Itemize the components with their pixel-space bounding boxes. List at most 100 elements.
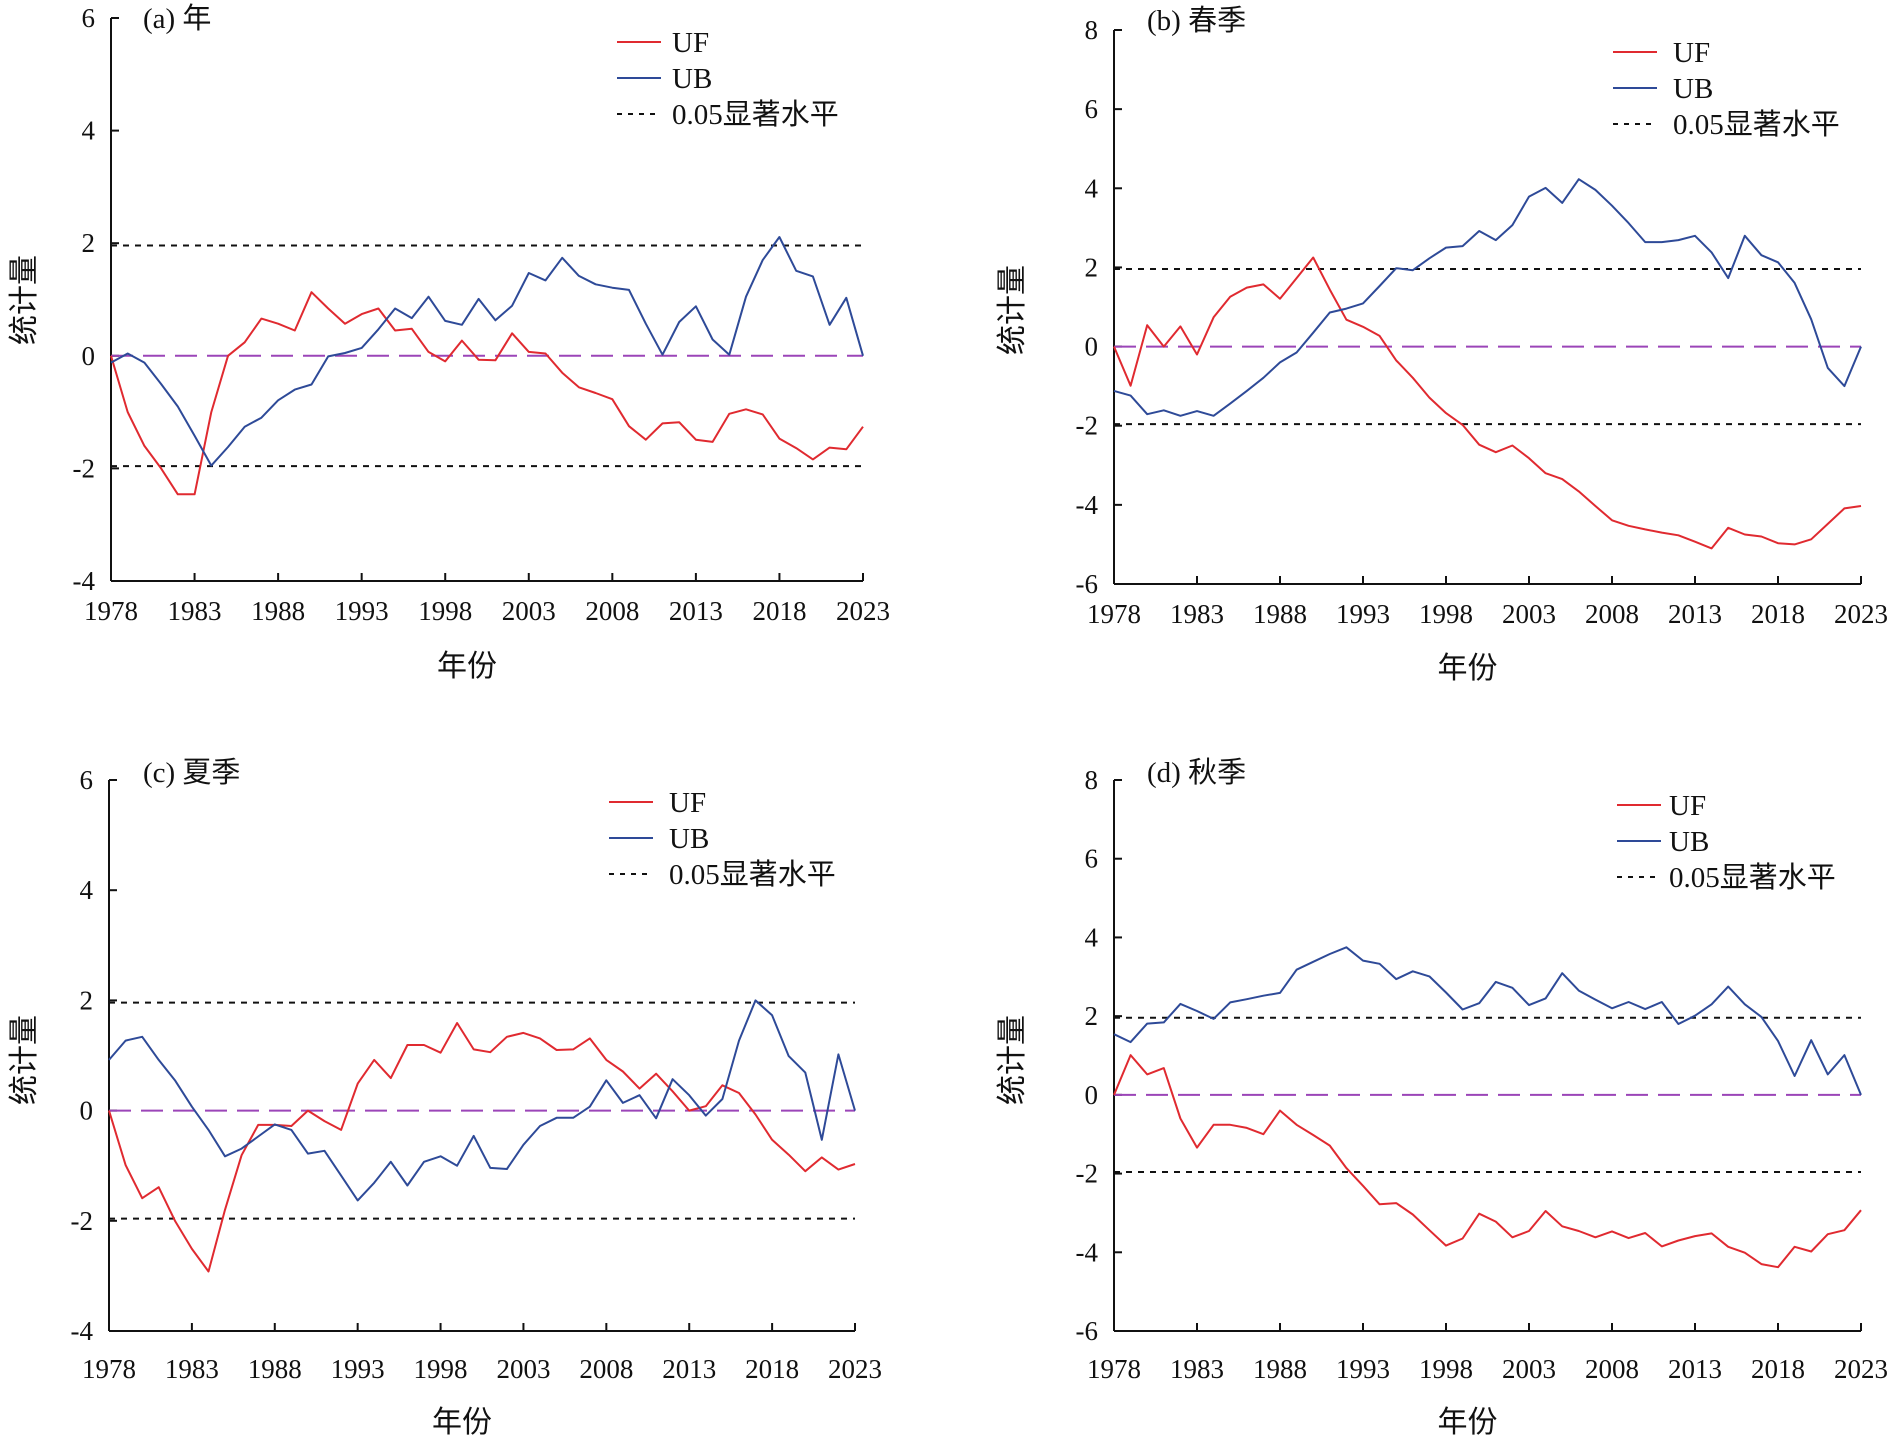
panel-title: (c) 夏季 [143,756,240,789]
y-tick-label: 2 [1085,252,1099,282]
y-tick-label: -4 [1076,490,1099,520]
y-tick-label: 0 [1085,1080,1099,1110]
series-line-uf [1113,256,1862,550]
y-tick-label: 8 [1085,765,1099,795]
y-tick-label: 4 [1085,922,1099,952]
x-tick-label: 1988 [1253,1354,1307,1384]
y-axis-label: 统计量 [8,255,41,345]
panel-title: (a) 年 [143,2,211,35]
x-axis-label: 年份 [1438,652,1498,685]
legend-label-ub: UB [669,823,709,855]
y-tick-label: -2 [71,1206,94,1236]
panel-title: (d) 秋季 [1147,756,1246,789]
y-tick-label: -4 [71,1316,94,1346]
x-tick-label: 1983 [168,596,222,626]
y-axis-label: 统计量 [996,1015,1029,1105]
y-tick-label: 6 [1085,94,1099,124]
x-tick-label: 2003 [496,1354,550,1384]
x-tick-label: 1998 [418,596,472,626]
y-tick-label: -6 [1076,569,1099,599]
y-tick-label: 0 [80,1096,94,1126]
chart-panel-c: -4 -2 0 2 4 6 1978 1983 1988 1993 1998 2003 2008 2013… [8,756,882,1439]
x-tick-label: 2023 [1834,599,1888,629]
x-tick-label: 2008 [1585,1354,1639,1384]
legend-label-sig: 0.05显著水平 [672,98,839,131]
x-tick-label: 2013 [1668,599,1722,629]
y-tick-label: -6 [1076,1316,1099,1346]
y-tick-label: 8 [1085,15,1099,45]
y-tick-label: 6 [80,765,94,795]
y-tick-label: -2 [1076,411,1099,441]
x-tick-label: 1993 [1336,1354,1390,1384]
legend-label-sig: 0.05显著水平 [1669,861,1836,894]
y-tick-label: -4 [1076,1237,1099,1267]
series-line-uf [1113,1054,1862,1269]
x-axis-label: 年份 [1438,1406,1498,1439]
x-tick-label: 1993 [335,596,389,626]
x-axis-label: 年份 [437,650,497,683]
x-tick-label: 2003 [1502,599,1556,629]
x-tick-label: 1983 [165,1354,219,1384]
chart-panel-a: -4 -2 0 2 4 6 1978 1983 1988 1993 1998 2003 2008 2013… [8,2,890,683]
y-tick-label: 0 [1085,332,1099,362]
x-axis-label: 年份 [432,1406,492,1439]
x-tick-label: 1978 [84,596,138,626]
x-tick-label: 1998 [414,1354,468,1384]
x-tick-label: 2013 [662,1354,716,1384]
legend-label-sig: 0.05显著水平 [1673,108,1840,141]
series-line-ub [1113,946,1862,1096]
series-line-ub [108,999,856,1202]
y-tick-label: 4 [80,875,94,905]
legend: UF UB0.05显著水平 [617,27,839,131]
x-tick-label: 2018 [752,596,806,626]
x-tick-label: 2023 [828,1354,882,1384]
x-tick-label: 1978 [1087,599,1141,629]
y-tick-label: 0 [82,341,96,371]
chart-panel-b: -6 -4 -2 0 2 4 6 8 1978 1983 1988 1993 1998 2003 2008 2… [996,4,1888,685]
x-tick-label: 2023 [836,596,890,626]
y-axis-label: 统计量 [996,265,1029,355]
series-line-uf [110,291,864,496]
y-tick-label: 2 [1085,1001,1099,1031]
x-tick-label: 2008 [1585,599,1639,629]
x-tick-label: 2003 [1502,1354,1556,1384]
y-tick-label: -2 [73,453,96,483]
x-tick-label: 1988 [251,596,305,626]
x-tick-label: 1998 [1419,599,1473,629]
chart-panel-d: -6 -4 -2 0 2 4 6 8 1978 1983 1988 1993 1998 2003 2008 2… [996,756,1888,1439]
y-tick-label: 4 [1085,173,1099,203]
x-tick-label: 2013 [669,596,723,626]
x-tick-label: 2008 [579,1354,633,1384]
series-line-uf [108,1022,856,1273]
legend-label-uf: UF [669,787,706,819]
y-tick-label: 4 [82,116,96,146]
x-tick-label: 2003 [502,596,556,626]
x-tick-label: 2018 [745,1354,799,1384]
y-axis-label: 统计量 [8,1015,41,1105]
x-tick-label: 1978 [1087,1354,1141,1384]
legend: UF UB0.05显著水平 [1617,790,1836,894]
legend-label-ub: UB [672,63,712,95]
legend-label-sig: 0.05显著水平 [669,858,836,891]
x-tick-label: 1988 [1253,599,1307,629]
y-tick-label: 2 [80,985,94,1015]
x-tick-label: 1983 [1170,1354,1224,1384]
x-tick-label: 2018 [1751,599,1805,629]
x-tick-label: 1998 [1419,1354,1473,1384]
x-tick-label: 1988 [248,1354,302,1384]
x-tick-label: 1978 [82,1354,136,1384]
x-tick-label: 1993 [1336,599,1390,629]
series-line-ub [1113,178,1862,417]
legend: UF UB0.05显著水平 [1613,37,1840,141]
x-tick-label: 2023 [1834,1354,1888,1384]
x-tick-label: 1983 [1170,599,1224,629]
x-tick-label: 2018 [1751,1354,1805,1384]
y-tick-label: 6 [1085,844,1099,874]
y-tick-label: 6 [82,3,96,33]
x-tick-label: 2008 [585,596,639,626]
legend-label-ub: UB [1673,73,1713,105]
x-tick-label: 2013 [1668,1354,1722,1384]
y-tick-label: -2 [1076,1159,1099,1189]
legend-label-uf: UF [1673,37,1710,69]
